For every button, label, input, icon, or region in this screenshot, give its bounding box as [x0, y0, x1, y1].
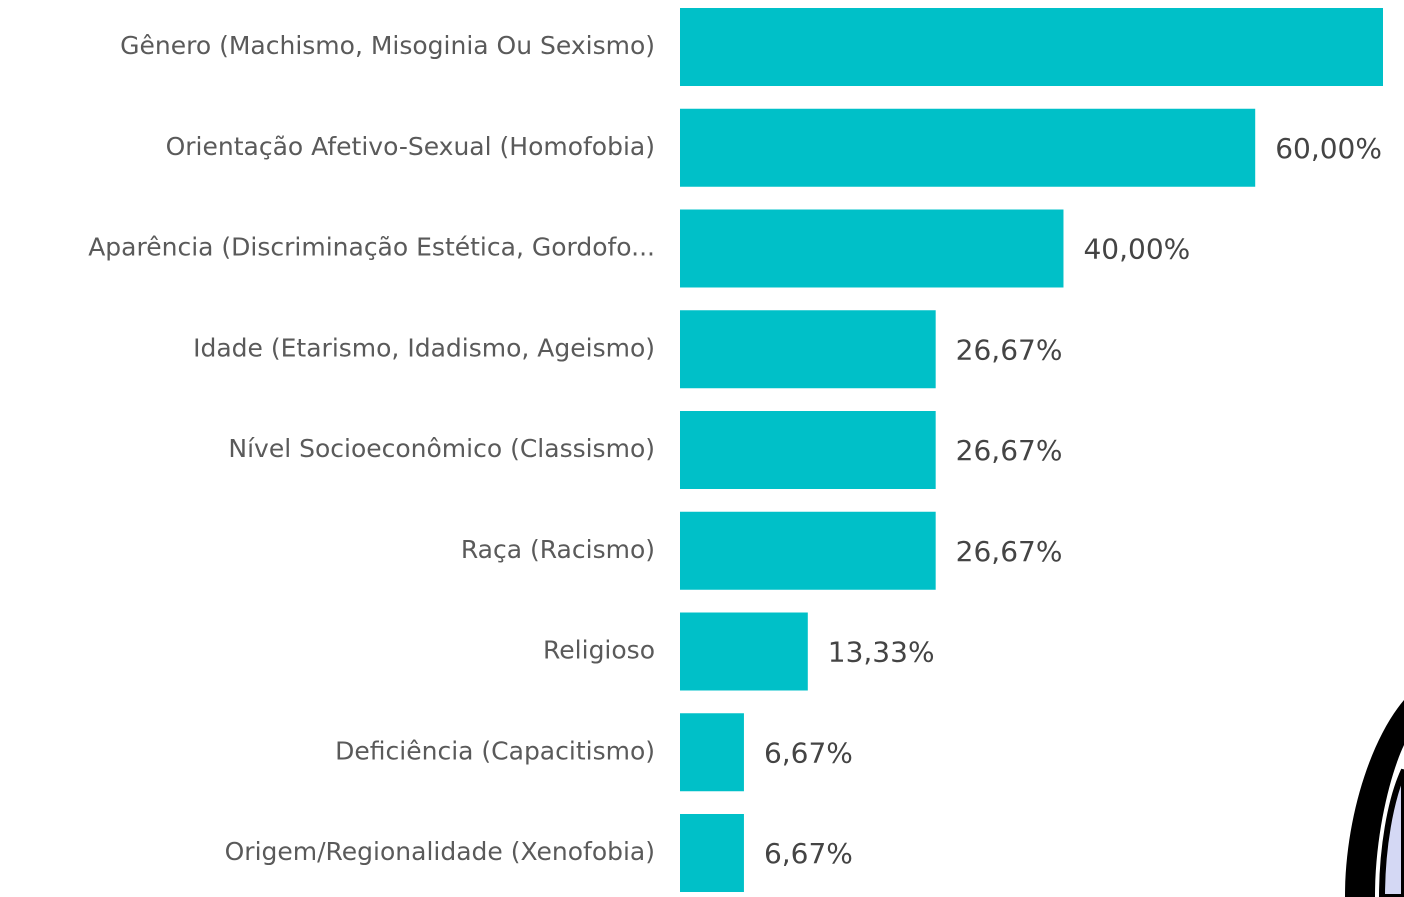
category-label: Idade (Etarismo, Idadismo, Ageismo) [193, 333, 655, 362]
value-label: 6,67% [764, 736, 853, 769]
category-label: Nível Socioeconômico (Classismo) [228, 434, 655, 463]
bar [680, 411, 936, 489]
category-label: Origem/Regionalidade (Xenofobia) [225, 837, 655, 866]
bar [680, 814, 744, 892]
bar [680, 511, 936, 590]
category-label: Orientação Afetivo-Sexual (Homofobia) [166, 132, 655, 161]
category-label: Deficiência (Capacitismo) [335, 736, 655, 765]
bar [680, 310, 936, 389]
value-label: 26,67% [956, 333, 1063, 366]
value-label: 26,67% [956, 535, 1063, 568]
bar [680, 612, 808, 691]
decor-ring [1345, 700, 1404, 897]
corner-decoration [1345, 700, 1404, 897]
value-label: 60,00% [1275, 132, 1382, 165]
bar [680, 713, 744, 792]
category-label: Raça (Racismo) [461, 535, 655, 564]
category-label: Gênero (Machismo, Misoginia Ou Sexismo) [120, 31, 655, 60]
bar [680, 209, 1064, 288]
value-label: 13,33% [828, 636, 935, 669]
bar [680, 8, 1383, 86]
bar [680, 108, 1256, 187]
value-label: 6,67% [764, 837, 853, 870]
value-label: 40,00% [1083, 233, 1190, 266]
value-label: 26,67% [956, 434, 1063, 467]
category-label: Aparência (Discriminação Estética, Gordo… [88, 233, 655, 262]
category-label: Religioso [543, 636, 655, 665]
